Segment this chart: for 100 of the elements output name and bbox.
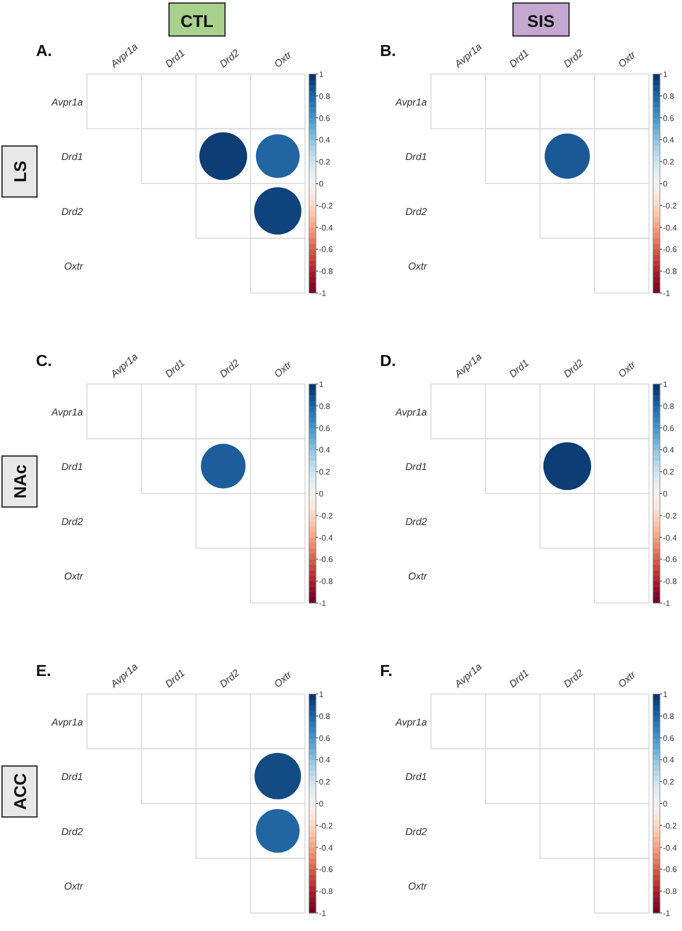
chart-title: B.	[380, 43, 396, 60]
y-tick-label: Drd1	[61, 462, 83, 474]
y-tick-label: Drd1	[405, 152, 427, 164]
color-bar-label: 0.2	[319, 778, 331, 787]
color-bar-label: -1	[319, 289, 327, 298]
text: LS	[11, 160, 30, 182]
colorbar: -1 -0.8 -0.6 -0.4 -0.2 0 0.2 0.4 0.6 0.8 1	[652, 690, 677, 918]
color-bar-label: 1	[319, 70, 324, 79]
color-bar-label: 1	[663, 70, 668, 79]
colorbar: -1 -0.8 -0.6 -0.4 -0.2 0 0.2 0.4 0.6 0.8 1	[652, 70, 677, 298]
color-bar-label: 1	[319, 380, 324, 389]
color-bar-label: 0	[319, 180, 324, 188]
color-bar-label: -1	[663, 289, 671, 298]
y-tick-label: Oxtr	[408, 262, 428, 273]
color-bar-label: 0.6	[319, 114, 331, 123]
color-bar-label: -0.8	[663, 887, 678, 896]
color-bar-label: -1	[319, 599, 327, 608]
y-tick-label: Avpr1a	[50, 97, 84, 108]
y-tick-label: Avpr1a	[394, 407, 428, 418]
color-bar-label: -0.6	[663, 555, 678, 564]
x-tick-label: Oxtr	[272, 669, 295, 690]
color-bar-label: -0.2	[663, 821, 678, 830]
color-bar-label: -0.4	[319, 533, 334, 542]
y-tick-label: Drd2	[405, 516, 428, 528]
color-bar-label: 0.2	[663, 468, 675, 477]
color-bar-label: 0.2	[663, 778, 675, 787]
color-bar-label: -0.2	[319, 821, 334, 830]
color-bar-label: -0.6	[319, 865, 334, 874]
chart-title: D.	[380, 353, 396, 370]
colorbar: -1 -0.8 -0.6 -0.4 -0.2 0 0.2 0.4 0.6 0.8 1	[308, 70, 333, 298]
color-bar-label: 1	[663, 690, 668, 699]
color-bar-label: -0.8	[319, 267, 334, 276]
color-bar-label: -1	[663, 909, 671, 918]
color-bar-label: 0.2	[663, 158, 675, 167]
color-bar-label: 0.8	[663, 402, 675, 411]
y-tick-label: Drd2	[61, 516, 84, 528]
colorbar: -1 -0.8 -0.6 -0.4 -0.2 0 0.2 0.4 0.6 0.8 1	[308, 380, 333, 608]
y-tick-label: Oxtr	[408, 882, 428, 893]
x-tick-label: Oxtr	[616, 669, 639, 690]
color-bar-label: -0.8	[663, 577, 678, 586]
color-bar-label: 0.6	[663, 114, 675, 123]
color-bar-label: 0	[319, 490, 324, 498]
colorbar: -1 -0.8 -0.6 -0.4 -0.2 0 0.2 0.4 0.6 0.8 1	[652, 380, 677, 608]
y-tick-label: Oxtr	[64, 572, 84, 583]
color-bar-label: 0.4	[663, 756, 675, 765]
y-tick-label: Avpr1a	[50, 717, 84, 728]
color-bar-label: 0.4	[663, 136, 675, 145]
color-bar-label: -0.8	[319, 577, 334, 586]
text: NAc	[11, 464, 30, 499]
y-tick-label: Avpr1a	[394, 717, 428, 728]
color-bar-label: 0.6	[663, 734, 675, 743]
color-bar-label: -0.2	[663, 511, 678, 520]
color-bar-label: 0	[663, 800, 668, 808]
color-bar-label: 0.8	[319, 402, 331, 411]
color-bar-label: -0.4	[663, 843, 678, 852]
color-bar-label: -0.2	[663, 201, 678, 210]
color-bar-label: -1	[319, 909, 327, 918]
x-tick-label: Oxtr	[616, 49, 639, 70]
color-bar-label: -0.4	[663, 223, 678, 232]
color-bar-label: 0.4	[319, 446, 331, 455]
y-tick-label: Oxtr	[64, 262, 84, 273]
color-bar-label: 0.4	[663, 446, 675, 455]
y-tick-label: Oxtr	[64, 882, 84, 893]
color-bar-label: 1	[319, 690, 324, 699]
color-bar-label: -0.6	[663, 245, 678, 254]
colorbar: -1 -0.8 -0.6 -0.4 -0.2 0 0.2 0.4 0.6 0.8 1	[308, 690, 333, 918]
color-bar-label: -0.2	[319, 511, 334, 520]
y-tick-label: Drd2	[405, 826, 428, 838]
y-tick-label: Drd2	[61, 826, 84, 838]
chart-title: C.	[36, 353, 52, 370]
chart-subtitle: CTL	[180, 12, 214, 31]
y-tick-label: Drd1	[405, 462, 427, 474]
color-bar-label: -0.6	[319, 245, 334, 254]
color-bar-label: 0.6	[319, 424, 331, 433]
color-bar-label: 0.4	[319, 136, 331, 145]
color-bar-label: -0.4	[319, 223, 334, 232]
y-tick-label: Avpr1a	[394, 97, 428, 108]
color-bar-label: -0.8	[663, 267, 678, 276]
chart-title: E.	[36, 663, 52, 680]
x-tick-label: Oxtr	[616, 359, 639, 380]
color-bar-label: 0	[663, 490, 668, 498]
x-tick-label: Oxtr	[272, 49, 295, 70]
color-bar-label: 0.8	[663, 92, 675, 101]
color-bar-label: 0.4	[319, 756, 331, 765]
color-bar-label: -0.4	[663, 533, 678, 542]
color-bar-label: 0.6	[663, 424, 675, 433]
y-tick-label: Drd2	[405, 206, 428, 218]
color-bar-label: 0	[663, 180, 668, 188]
color-bar-label: 0.2	[319, 468, 331, 477]
chart-title: A.	[36, 43, 52, 60]
y-tick-label: Drd2	[61, 206, 84, 218]
text: ACC	[11, 773, 30, 810]
x-tick-label: Oxtr	[272, 359, 295, 380]
y-tick-label: Drd1	[61, 152, 83, 164]
y-tick-label: Avpr1a	[50, 407, 84, 418]
color-bar-label: -0.2	[319, 201, 334, 210]
color-bar-label: -0.6	[319, 555, 334, 564]
color-bar-label: -1	[663, 599, 671, 608]
color-bar-label: 0.2	[319, 158, 331, 167]
color-bar-label: -0.8	[319, 887, 334, 896]
